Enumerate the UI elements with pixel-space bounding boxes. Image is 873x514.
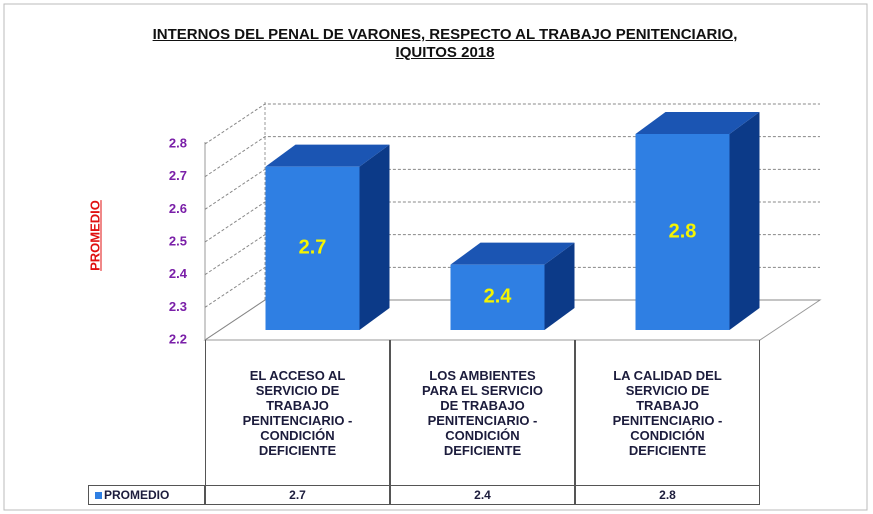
data-label: 2.7 xyxy=(299,237,327,259)
chart-title: INTERNOS DEL PENAL DE VARONES, RESPECTO … xyxy=(152,26,738,61)
bar-top xyxy=(635,112,760,134)
legend-key xyxy=(95,491,102,499)
grid-line xyxy=(204,103,820,145)
y-tick-label: 2.3 xyxy=(169,299,187,314)
table-value: 2.7 xyxy=(205,485,390,505)
grid-line xyxy=(204,266,820,308)
bar xyxy=(635,134,730,330)
table-value: 2.8 xyxy=(575,485,760,505)
y-tick-label: 2.7 xyxy=(169,168,187,183)
bar-side xyxy=(544,242,575,330)
y-tick-label: 2.5 xyxy=(169,233,187,248)
category-cell: LA CALIDAD DEL SERVICIO DE TRABAJO PENIT… xyxy=(575,340,760,485)
marks: 2.2 2.3 2.4 2.5 2.6 2.7 2.8 2.7 2.4 2.8 xyxy=(169,103,820,346)
bar-side xyxy=(729,112,760,330)
y-tick-label: 2.8 xyxy=(169,135,187,150)
bar-top xyxy=(450,242,575,265)
legend-cell: PROMEDIO xyxy=(88,485,205,505)
category-cell: LOS AMBIENTES PARA EL SERVICIO DE TRABAJ… xyxy=(390,340,575,485)
y-axis-label: PROMEDIO xyxy=(87,200,103,271)
grid-line xyxy=(204,136,820,178)
data-label: 2.4 xyxy=(484,286,513,308)
grid-line xyxy=(204,201,820,243)
grid-line xyxy=(204,168,820,210)
data-label: 2.8 xyxy=(669,220,697,242)
category-cell: EL ACCESO AL SERVICIO DE TRABAJO PENITEN… xyxy=(205,340,390,485)
bar xyxy=(265,166,360,330)
y-tick-label: 2.4 xyxy=(169,266,188,281)
grid-line xyxy=(204,299,820,341)
frame xyxy=(3,3,868,511)
bar-top xyxy=(265,144,390,167)
y-tick-label: 2.6 xyxy=(169,201,187,216)
legend-label: PROMEDIO xyxy=(104,488,170,502)
grid-line xyxy=(204,234,820,276)
y-tick-label: 2.2 xyxy=(169,331,187,346)
bar-side xyxy=(359,144,390,330)
bar xyxy=(450,264,545,330)
table-value: 2.4 xyxy=(390,485,575,505)
